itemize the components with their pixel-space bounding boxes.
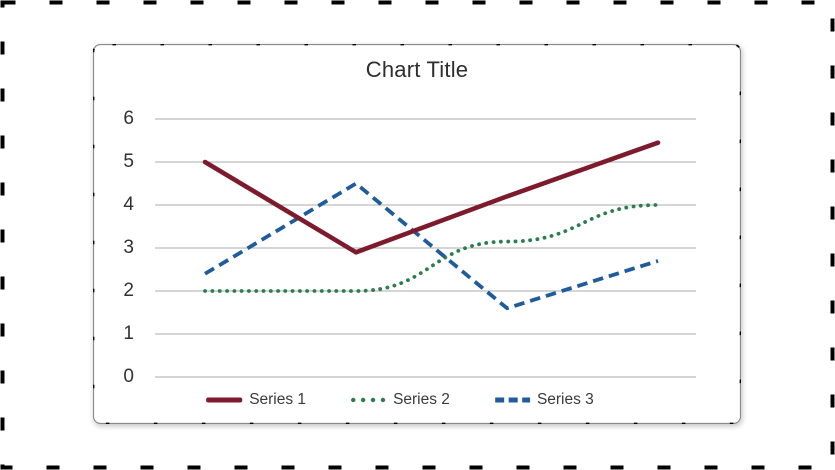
series-2-dotted-line-swatch-icon: [350, 397, 387, 403]
series-1-solid-line-swatch-icon: [206, 397, 243, 403]
legend-label: Series 2: [393, 391, 450, 408]
y-tick-label: 4: [123, 194, 134, 215]
y-tick-label: 0: [123, 366, 134, 387]
series-3-dashed-line-swatch-icon: [494, 397, 530, 403]
y-axis-labels: 6 5 4 3 2 1 0: [93, 44, 741, 424]
y-tick-label: 6: [123, 108, 134, 129]
legend-item-series-2[interactable]: Series 2: [350, 391, 450, 409]
legend: Series 1 Series 2 Series 3: [206, 391, 594, 409]
y-tick-label: 2: [123, 280, 134, 301]
y-tick-label: 1: [123, 323, 134, 344]
y-tick-label: 3: [123, 237, 134, 258]
series-line-series-1[interactable]: [202, 140, 661, 255]
y-tick-label: 5: [123, 151, 134, 172]
legend-item-series-1[interactable]: Series 1: [206, 391, 306, 409]
chart-card[interactable]: Chart Title 6 5 4 3 2 1 0 Series 1 Serie: [93, 44, 741, 424]
plot-area[interactable]: [93, 44, 741, 424]
legend-item-series-3[interactable]: Series 3: [494, 391, 594, 409]
legend-label: Series 1: [249, 391, 307, 408]
legend-label: Series 3: [536, 391, 594, 408]
chart-title[interactable]: Chart Title: [365, 57, 469, 82]
series-line-series-3[interactable]: [204, 181, 659, 311]
series-line-series-2[interactable]: [203, 203, 660, 293]
